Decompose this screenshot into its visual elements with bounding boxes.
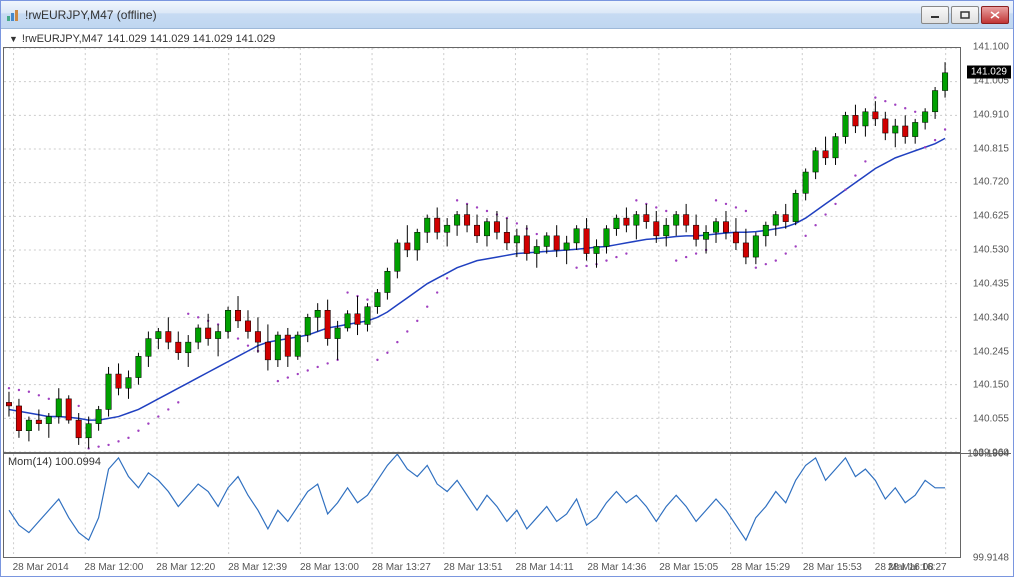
- indicator-ytick: 100.1904: [967, 449, 1009, 460]
- window-controls: [921, 6, 1009, 24]
- x-tick-label: 28 Mar 13:51: [444, 562, 503, 573]
- x-tick-label: 28 Mar 12:00: [84, 562, 143, 573]
- x-tick-label: 28 Mar 16:27: [888, 562, 947, 573]
- price-ytick: 140.340: [973, 312, 1009, 323]
- x-tick-label: 28 Mar 12:39: [228, 562, 287, 573]
- chart-window: !rwEURJPY,M47 (offline) ▼ !rwEURJPY,M47 …: [0, 0, 1014, 577]
- price-ytick: 140.625: [973, 211, 1009, 222]
- price-ytick: 140.720: [973, 177, 1009, 188]
- maximize-button[interactable]: [951, 6, 979, 24]
- minimize-button[interactable]: [921, 6, 949, 24]
- x-tick-label: 28 Mar 13:00: [300, 562, 359, 573]
- x-tick-label: 28 Mar 15:53: [803, 562, 862, 573]
- price-ytick: 140.910: [973, 109, 1009, 120]
- price-ytick: 140.245: [973, 346, 1009, 357]
- chart-container: ▼ !rwEURJPY,M47 141.029 141.029 141.029 …: [1, 29, 1013, 576]
- chart-symbol-label: !rwEURJPY,M47: [22, 33, 103, 45]
- x-axis: 28 Mar 2014 28 Mar 12:00 28 Mar 12:20 28 Ma…: [3, 558, 961, 574]
- indicator-ytick: 99.9148: [973, 553, 1009, 564]
- price-chart-area: 139.960140.055140.150140.245140.340140.4…: [3, 47, 1011, 453]
- window-titlebar[interactable]: !rwEURJPY,M47 (offline): [1, 1, 1013, 29]
- indicator-plot[interactable]: Mom(14) 100.0994: [3, 454, 961, 558]
- x-tick-label: 28 Mar 15:05: [659, 562, 718, 573]
- close-button[interactable]: [981, 6, 1009, 24]
- x-tick-label: 28 Mar 13:27: [372, 562, 431, 573]
- chart-ohlc-label: 141.029 141.029 141.029 141.029: [107, 33, 275, 45]
- x-tick-label: 28 Mar 14:11: [516, 562, 574, 573]
- current-price-marker: 141.029: [967, 66, 1011, 79]
- price-ytick: 140.435: [973, 278, 1009, 289]
- price-ytick: 140.530: [973, 245, 1009, 256]
- x-tick-label: 28 Mar 12:20: [156, 562, 215, 573]
- price-y-axis: 139.960140.055140.150140.245140.340140.4…: [961, 47, 1011, 453]
- window-title: !rwEURJPY,M47 (offline): [25, 8, 921, 22]
- indicator-y-axis: 99.9148100.1904: [961, 454, 1011, 558]
- price-ytick: 141.100: [973, 42, 1009, 53]
- x-tick-label: 28 Mar 2014: [13, 562, 69, 573]
- window-app-icon: [5, 7, 21, 23]
- indicator-panel: Mom(14) 100.0994 99.9148100.1904: [3, 453, 1011, 558]
- x-tick-label: 28 Mar 15:29: [731, 562, 790, 573]
- indicator-label: Mom(14) 100.0994: [8, 456, 101, 468]
- chart-dropdown-icon[interactable]: ▼: [9, 34, 18, 44]
- chart-header: ▼ !rwEURJPY,M47 141.029 141.029 141.029 …: [3, 31, 1011, 47]
- price-ytick: 140.815: [973, 143, 1009, 154]
- price-ytick: 140.055: [973, 414, 1009, 425]
- price-chart-plot[interactable]: [3, 47, 961, 453]
- x-tick-label: 28 Mar 14:36: [587, 562, 646, 573]
- price-ytick: 140.150: [973, 380, 1009, 391]
